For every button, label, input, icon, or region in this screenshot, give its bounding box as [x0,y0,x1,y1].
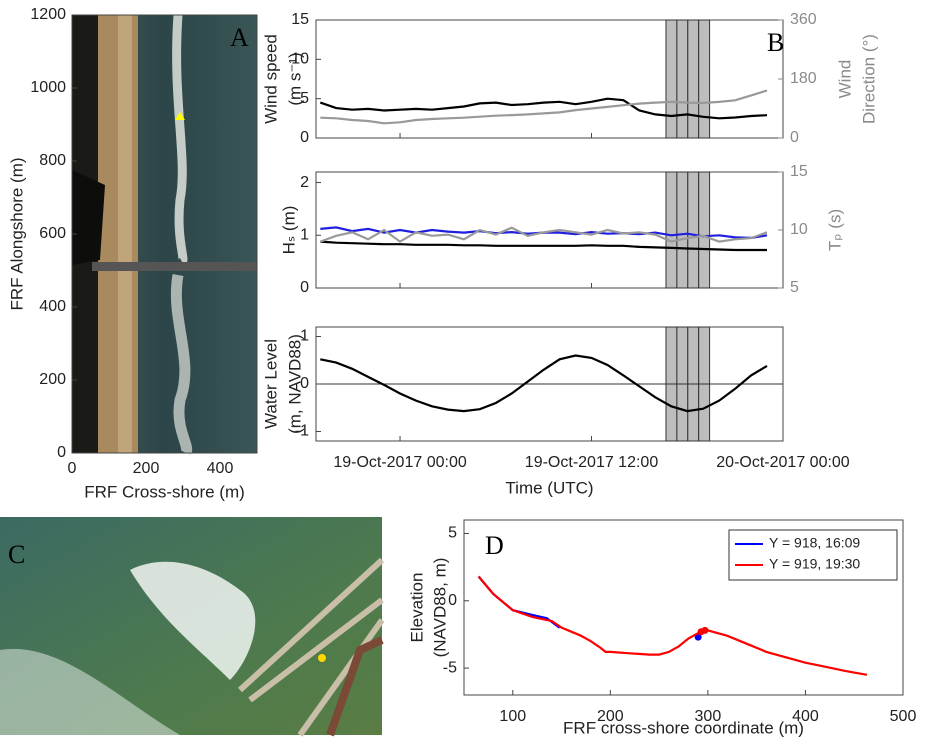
shaded-interval [676,19,689,139]
y2-tick-label: 10 [790,221,808,238]
shaded-interval [676,171,689,289]
marker [694,633,702,641]
x-tick-label: 0 [68,460,77,477]
y-tick-label: 5 [448,525,457,542]
x-tick-label: 400 [207,460,234,477]
x-tick-label: 100 [499,708,526,725]
x-tick-label: 500 [890,708,917,725]
axes-box [315,171,784,289]
photo-a [72,14,257,456]
x-tick-label: 200 [133,460,160,477]
y-tick-label: 1 [300,328,309,345]
y-axis-label: Wind speed [261,34,280,124]
y2-tick-label: 0 [790,129,799,146]
marker [701,626,709,634]
y-tick-label: 0 [300,279,309,296]
panel-label: A [230,23,249,52]
shaded-interval [698,19,711,139]
y-tick-label: 1000 [30,79,66,96]
shaded-interval [687,171,700,289]
x-tick-label: 19-Oct-2017 12:00 [525,454,659,471]
x-axis-label: Time (UTC) [505,478,593,497]
x-tick-label: 19-Oct-2017 00:00 [333,454,467,471]
shaded-interval [698,171,711,289]
x-tick-label: 300 [695,708,722,725]
y-tick-label: 600 [39,225,66,242]
panel-label: C [8,540,25,569]
y2-axis-label: Wind [835,60,854,99]
y-tick-label: 1200 [30,6,66,23]
y2-tick-label: 5 [790,279,799,296]
series-line [477,575,868,676]
photo-c [0,517,385,737]
y-tick-label: 5 [300,90,309,107]
legend-label: Y = 918, 16:09 [769,535,860,551]
y-axis-label: (m s⁻¹) [285,52,304,105]
y-tick-label: 400 [39,298,66,315]
y-tick-label: 15 [291,11,309,28]
y2-axis-label: Tₚ (s) [825,209,844,251]
x-axis-label: FRF Cross-shore (m) [84,482,245,501]
panel-label: D [485,531,504,560]
y2-tick-label: 360 [790,11,817,28]
x-tick-label: 20-Oct-2017 00:00 [716,454,850,471]
y-axis-label: (m, NAVD88) [285,334,304,434]
series-line [319,97,768,120]
axes-box [315,19,784,139]
shaded-interval [665,19,678,139]
shaded-interval [665,171,678,289]
y-tick-label: -5 [443,659,457,676]
y-tick-label: 0 [448,592,457,609]
y-tick-label: 0 [300,375,309,392]
y-axis-label: Water Level [261,339,280,429]
y-axis-label: (NAVD88, m) [430,558,449,658]
y-tick-label: 1 [300,226,309,243]
y-tick-label: 0 [57,444,66,461]
y2-axis-label: Direction (°) [859,34,878,124]
x-tick-label: 200 [597,708,624,725]
y-tick-label: 10 [291,51,309,68]
y-tick-label: 200 [39,371,66,388]
y-tick-label: 2 [300,174,309,191]
panel-label: B [767,28,784,57]
y2-tick-label: 15 [790,163,808,180]
shaded-interval [687,19,700,139]
y-axis-label: FRF Alongshore (m) [7,157,26,310]
x-tick-label: 400 [792,708,819,725]
series-line [320,354,768,413]
y-axis-label: Elevation [407,573,426,643]
series-line [320,240,767,252]
y-tick-label: -1 [295,423,309,440]
y-tick-label: 800 [39,152,66,169]
y-tick-label: 0 [300,129,309,146]
legend-box [728,529,898,581]
y-axis-label: Hₛ (m) [279,206,298,255]
legend-label: Y = 919, 19:30 [769,556,860,572]
series-line [319,226,768,243]
y2-tick-label: 180 [790,70,817,87]
series-line [320,89,768,125]
x-axis-label: FRF cross-shore coordinate (m) [563,718,804,737]
